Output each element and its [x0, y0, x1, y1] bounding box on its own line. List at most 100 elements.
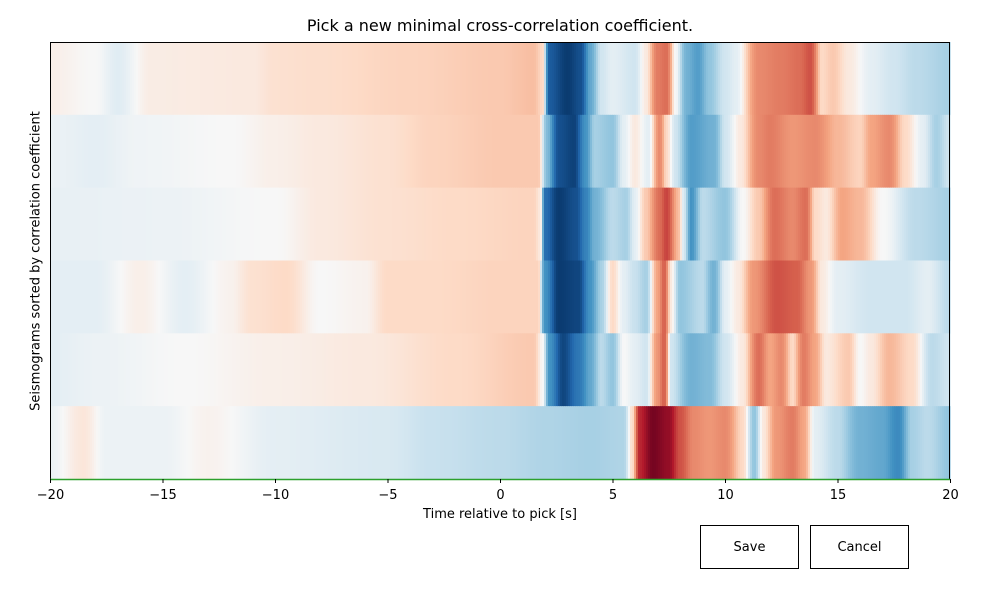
heatmap-cell — [942, 406, 945, 480]
heatmap-cell — [384, 42, 387, 116]
heatmap-cell — [640, 114, 643, 189]
heatmap-cell — [400, 114, 403, 189]
heatmap-cell — [102, 187, 105, 262]
heatmap-cell — [842, 260, 845, 334]
heatmap-cell — [488, 187, 491, 262]
heatmap-cell — [552, 406, 555, 480]
heatmap-cell — [918, 42, 921, 116]
heatmap-cell — [572, 42, 575, 116]
heatmap-cell — [638, 187, 641, 262]
heatmap-cell — [102, 114, 105, 189]
heatmap-cell — [632, 42, 635, 116]
heatmap-cell — [182, 42, 185, 116]
heatmap-cell — [508, 187, 511, 262]
heatmap-cell — [498, 187, 501, 262]
heatmap-cell — [616, 333, 619, 407]
heatmap-cell — [906, 406, 909, 480]
heatmap-cell — [264, 260, 267, 334]
heatmap-cell — [450, 114, 453, 189]
heatmap-cell — [806, 187, 809, 262]
heatmap-cell — [668, 333, 671, 407]
heatmap-cell — [54, 114, 57, 189]
heatmap-cell — [892, 406, 895, 480]
heatmap-cell — [922, 333, 925, 407]
heatmap-cell — [704, 406, 707, 480]
heatmap-cell — [250, 406, 253, 480]
heatmap-cell — [550, 42, 553, 116]
heatmap-cell — [560, 333, 563, 407]
heatmap-cell — [558, 260, 561, 334]
heatmap-cell — [684, 260, 687, 334]
heatmap-cell — [222, 260, 225, 334]
heatmap-cell — [664, 187, 667, 262]
heatmap-cell — [304, 42, 307, 116]
heatmap-cell — [220, 333, 223, 407]
heatmap-cell — [338, 42, 341, 116]
heatmap-cell — [794, 260, 797, 334]
heatmap-cell — [780, 187, 783, 262]
cancel-button[interactable]: Cancel — [810, 525, 909, 569]
heatmap-cell — [482, 260, 485, 334]
heatmap-cell — [382, 42, 385, 116]
heatmap-cell — [770, 333, 773, 407]
heatmap-cell — [674, 260, 677, 334]
heatmap-cell — [242, 406, 245, 480]
heatmap-cell — [620, 406, 623, 480]
heatmap-cell — [732, 42, 735, 116]
heatmap-cell — [722, 187, 725, 262]
heatmap-cell — [234, 333, 237, 407]
heatmap-cell — [712, 114, 715, 189]
heatmap-cell — [604, 42, 607, 116]
heatmap-cell — [820, 260, 823, 334]
heatmap-cell — [126, 114, 129, 189]
heatmap-cell — [502, 333, 505, 407]
save-button[interactable]: Save — [700, 525, 799, 569]
heatmap-cell — [182, 406, 185, 480]
heatmap-cell — [372, 333, 375, 407]
heatmap-cell — [526, 187, 529, 262]
heatmap-cell — [508, 406, 511, 480]
heatmap-cell — [720, 333, 723, 407]
heatmap-cell — [370, 187, 373, 262]
heatmap-cell — [748, 333, 751, 407]
heatmap-cell — [312, 42, 315, 116]
heatmap-cell — [560, 406, 563, 480]
heatmap-cell — [596, 406, 599, 480]
heatmap-cell — [124, 406, 127, 480]
heatmap-cell — [464, 114, 467, 189]
heatmap-cell — [566, 114, 569, 189]
heatmap-cell — [814, 260, 817, 334]
heatmap-cell — [858, 187, 861, 262]
heatmap-cell — [326, 333, 329, 407]
heatmap-cell — [796, 187, 799, 262]
heatmap-cell — [162, 187, 165, 262]
heatmap-cell — [406, 333, 409, 407]
heatmap-cell — [864, 42, 867, 116]
heatmap-cell — [394, 187, 397, 262]
heatmap-cell — [84, 260, 87, 334]
heatmap-cell — [438, 333, 441, 407]
heatmap-cell — [682, 333, 685, 407]
heatmap-cell — [946, 187, 949, 262]
heatmap-cell — [834, 333, 837, 407]
heatmap-cell — [710, 406, 713, 480]
heatmap-cell — [624, 406, 627, 480]
heatmap-cell — [770, 42, 773, 116]
heatmap-cell — [594, 114, 597, 189]
heatmap-cell — [226, 333, 229, 407]
heatmap-cell — [76, 114, 79, 189]
heatmap-cell — [144, 406, 147, 480]
heatmap-cell — [702, 406, 705, 480]
heatmap-cell — [398, 260, 401, 334]
heatmap-cell — [686, 114, 689, 189]
heatmap-cell — [94, 333, 97, 407]
heatmap-cell — [608, 114, 611, 189]
heatmap-cell — [98, 406, 101, 480]
heatmap-cell — [590, 406, 593, 480]
heatmap-cell — [366, 260, 369, 334]
heatmap-cell — [282, 114, 285, 189]
heatmap-cell — [248, 114, 251, 189]
heatmap-cell — [928, 114, 931, 189]
heatmap-cell — [660, 187, 663, 262]
